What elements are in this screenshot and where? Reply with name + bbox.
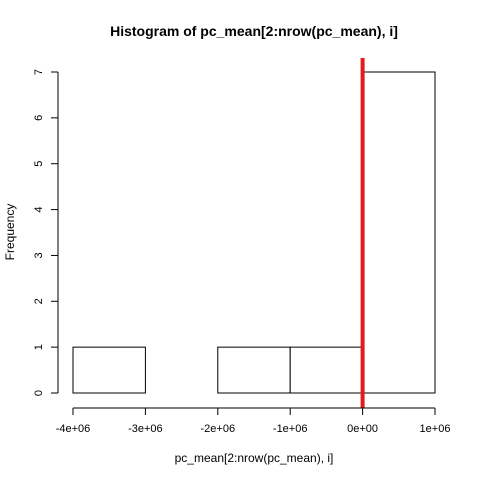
- y-tick-label-1: 0: [33, 390, 45, 396]
- y-axis-label: Frequency: [3, 204, 17, 261]
- y-axis: 0 1 2 3 4 5 6 7: [33, 69, 59, 396]
- x-tick-label-4: -1e+06: [273, 423, 308, 435]
- y-tick-label-3: 2: [33, 298, 45, 304]
- x-tick-label-2: -3e+06: [128, 423, 163, 435]
- y-tick-label-6: 5: [33, 161, 45, 167]
- x-tick-label-1: -4e+06: [56, 423, 91, 435]
- y-tick-label-7: 6: [33, 115, 45, 121]
- chart-title: Histogram of pc_mean[2:nrow(pc_mean), i]: [110, 23, 398, 39]
- y-tick-label-8: 7: [33, 69, 45, 75]
- y-tick-label-5: 4: [33, 207, 45, 213]
- x-tick-label-3: -2e+06: [201, 423, 236, 435]
- bars-group: [72, 71, 436, 394]
- y-tick-label-4: 3: [33, 252, 45, 258]
- x-tick-label-6: 1e+06: [420, 423, 451, 435]
- x-tick-label-5: 0e+00: [347, 423, 378, 435]
- histogram-bar-1: [72, 346, 146, 394]
- histogram-bar-4: [289, 346, 364, 394]
- histogram-bar-3: [217, 346, 291, 394]
- y-tick-label-2: 1: [33, 344, 45, 350]
- x-axis-label: pc_mean[2:nrow(pc_mean), i]: [175, 451, 334, 465]
- x-axis: -4e+06 -3e+06 -2e+06 -1e+06 0e+00 1e+06: [56, 407, 451, 435]
- histogram-bar-5: [362, 71, 436, 394]
